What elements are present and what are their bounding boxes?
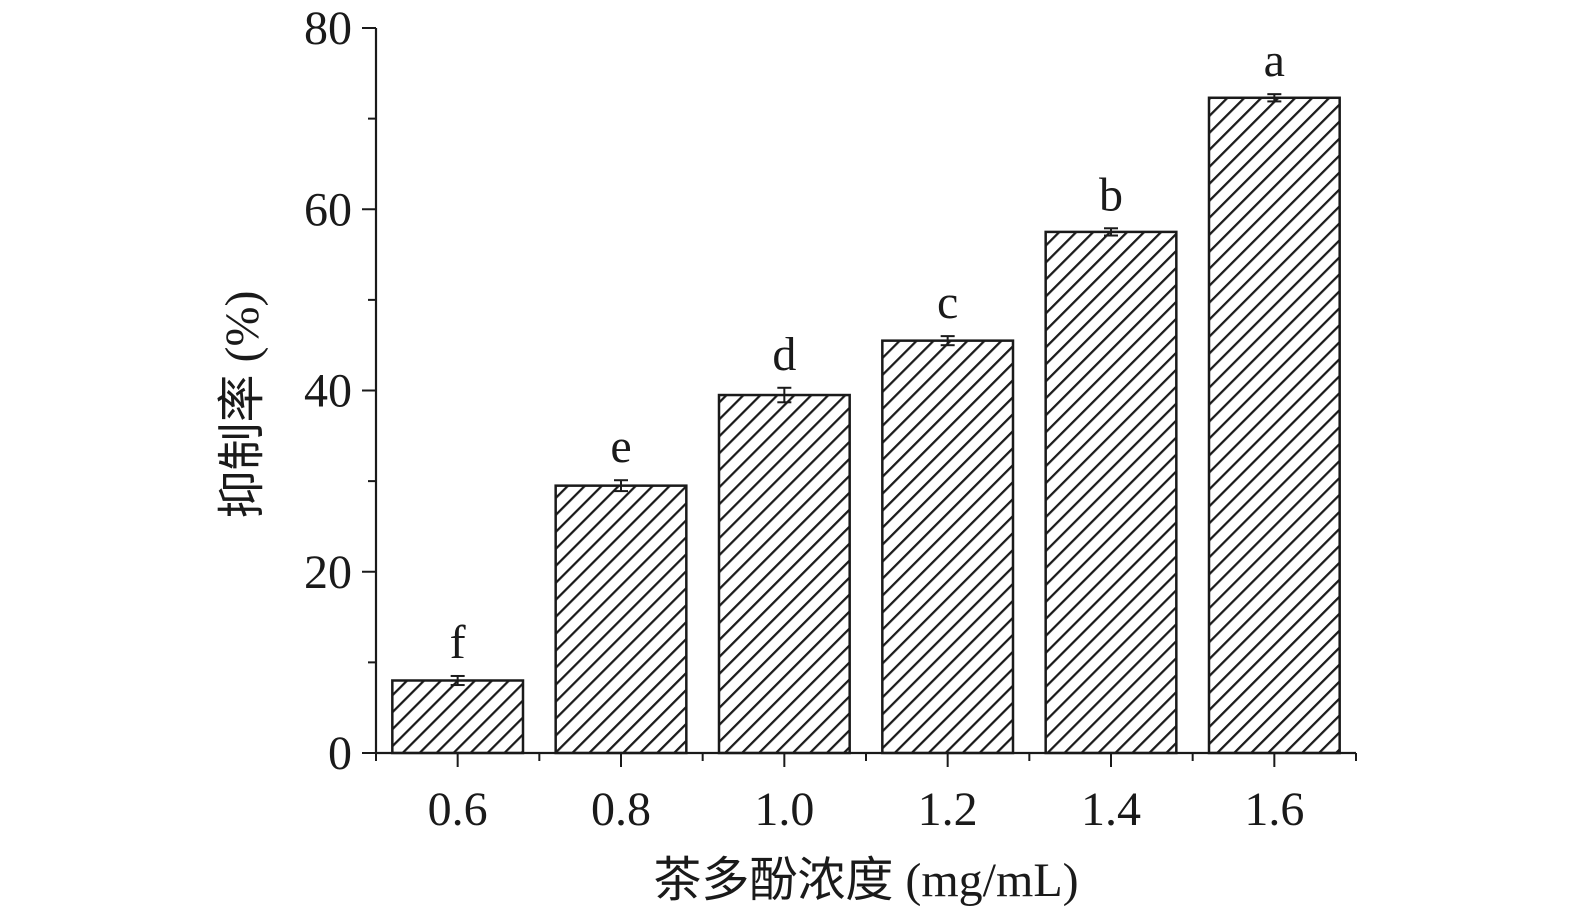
bar-0.6 xyxy=(391,679,525,755)
significance-labels-layer: f e d c b a xyxy=(450,34,1285,669)
error-bar-1.4 xyxy=(1104,227,1118,237)
significance-label-1.6: a xyxy=(1264,34,1285,87)
bars-layer xyxy=(391,96,1341,755)
x-tick-label-1.4: 1.4 xyxy=(1081,783,1141,836)
x-tick-label-1.0: 1.0 xyxy=(754,783,814,836)
significance-label-1.0: d xyxy=(772,328,796,381)
error-bar-1.6 xyxy=(1267,93,1282,103)
error-bar-0.8 xyxy=(614,479,628,493)
error-bar-1.0 xyxy=(777,386,792,404)
error-bar-1.2 xyxy=(940,335,955,347)
bar-1.2 xyxy=(881,339,1015,755)
significance-label-0.8: e xyxy=(610,420,631,473)
x-tick-label-1.2: 1.2 xyxy=(918,783,978,836)
bar-1.6 xyxy=(1207,96,1341,755)
error-bars-layer xyxy=(450,93,1282,687)
significance-label-1.2: c xyxy=(937,276,958,329)
bar-1.0 xyxy=(717,393,851,755)
y-tick-label-80: 80 xyxy=(304,2,352,55)
y-tick-label-40: 40 xyxy=(304,365,352,418)
x-tick-label-1.6: 1.6 xyxy=(1244,783,1304,836)
y-ticks-layer: 0 20 40 60 80 xyxy=(304,2,376,780)
bar-0.8 xyxy=(554,484,688,755)
x-axis-title: 茶多酚浓度 (mg/mL) xyxy=(653,854,1078,907)
y-tick-label-20: 20 xyxy=(304,546,352,599)
significance-label-1.4: b xyxy=(1099,168,1123,221)
x-tick-label-0.6: 0.6 xyxy=(428,783,488,836)
y-axis-title: 抑制率 (%) xyxy=(216,291,269,519)
y-tick-label-60: 60 xyxy=(304,183,352,236)
x-tick-label-0.8: 0.8 xyxy=(591,783,651,836)
significance-label-0.6: f xyxy=(450,616,466,669)
error-bar-0.6 xyxy=(450,674,465,687)
bar-1.4 xyxy=(1044,230,1178,755)
y-tick-label-0: 0 xyxy=(328,727,352,780)
x-ticks-layer: 0.6 0.8 1.0 1.2 1.4 1.6 xyxy=(375,753,1357,836)
